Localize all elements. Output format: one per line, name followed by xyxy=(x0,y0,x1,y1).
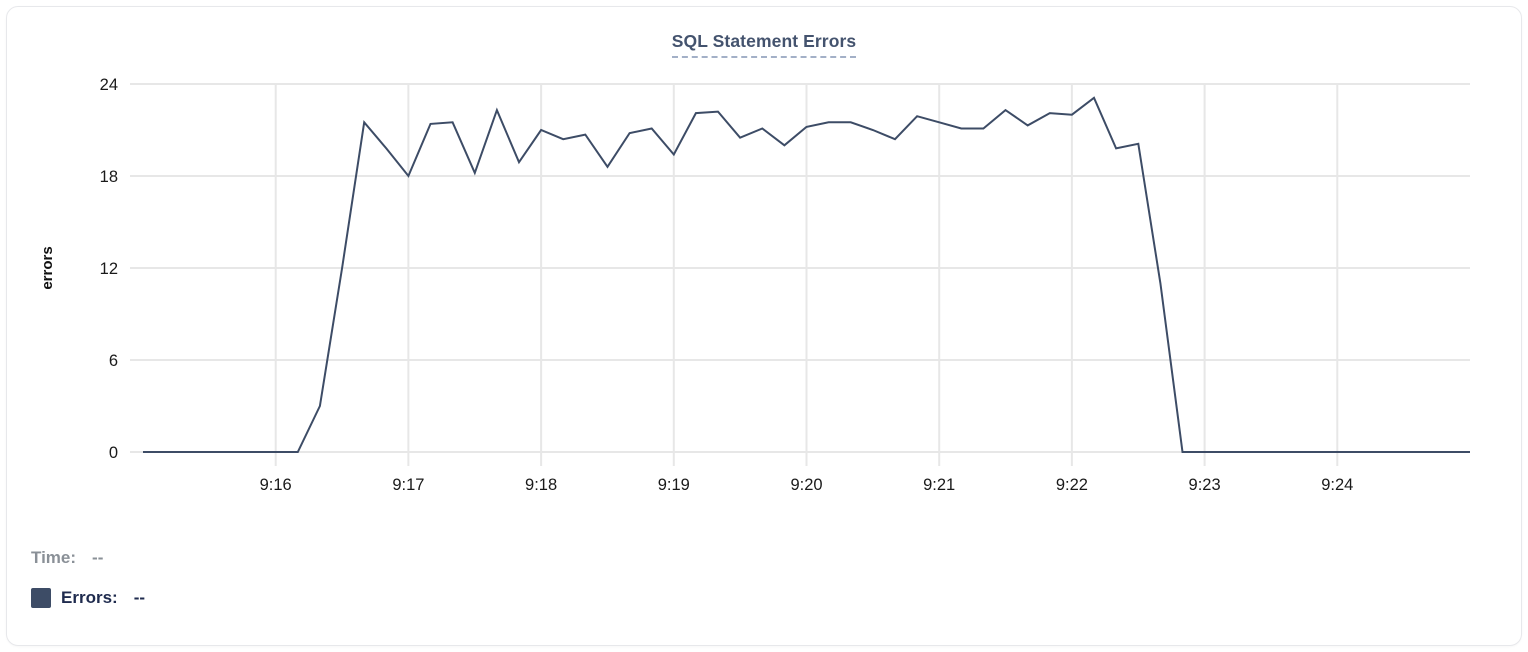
legend-time-label: Time: xyxy=(31,548,77,567)
y-tick-label: 18 xyxy=(100,168,118,186)
x-tick-label: 9:19 xyxy=(658,476,690,494)
legend-errors-row: Errors: -- xyxy=(31,587,145,609)
chart-title[interactable]: SQL Statement Errors xyxy=(671,31,857,58)
legend-time-row: Time: -- xyxy=(31,547,145,569)
y-tick-label: 12 xyxy=(100,260,118,278)
y-axis-title: errors xyxy=(39,246,56,289)
sql-errors-line-chart[interactable]: 0 6 12 18 24 9:16 9:17 9:18 9:19 9:20 9:21 9:22 9:23… xyxy=(6,6,1522,501)
errors-series-swatch xyxy=(31,588,51,608)
x-tick-label: 9:20 xyxy=(790,476,822,494)
x-tick-label: 9:16 xyxy=(260,476,292,494)
chart-header: SQL Statement Errors xyxy=(7,31,1521,58)
y-tick-label: 0 xyxy=(109,444,118,462)
errors-line xyxy=(143,96,1470,453)
chart-card: SQL Statement Errors 0 6 12 18 24 9:16 9:17 9:1… xyxy=(6,6,1522,646)
y-tick-label: 6 xyxy=(109,352,118,370)
x-tick-label: 9:22 xyxy=(1056,476,1088,494)
chart-legend: Time: -- Errors: -- xyxy=(31,547,145,627)
x-tick-label: 9:18 xyxy=(525,476,557,494)
legend-time-value: -- xyxy=(92,548,104,567)
x-tick-label: 9:23 xyxy=(1189,476,1221,494)
y-tick-label: 24 xyxy=(100,76,118,94)
legend-errors-value: -- xyxy=(133,588,146,607)
x-tick-label: 9:21 xyxy=(923,476,955,494)
legend-errors-label: Errors: xyxy=(61,588,118,607)
x-tick-label: 9:24 xyxy=(1321,476,1353,494)
x-tick-label: 9:17 xyxy=(392,476,424,494)
